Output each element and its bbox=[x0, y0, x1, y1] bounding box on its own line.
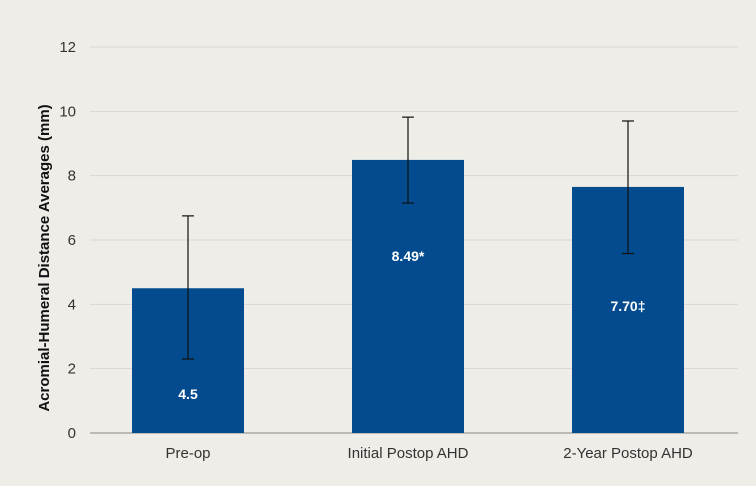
error-bar bbox=[622, 120, 634, 255]
error-bars bbox=[182, 116, 634, 360]
x-category-label: Pre-op bbox=[165, 445, 210, 462]
x-category-label: 2-Year Postop AHD bbox=[563, 445, 693, 462]
y-tick-label: 8 bbox=[68, 168, 76, 185]
y-tick-label: 2 bbox=[68, 361, 76, 378]
x-category-label: Initial Postop AHD bbox=[348, 445, 469, 462]
error-bar bbox=[182, 215, 194, 360]
bars bbox=[132, 159, 684, 433]
y-axis-label: Acromial-Humeral Distance Averages (mm) bbox=[36, 104, 53, 411]
y-tick-label: 0 bbox=[68, 425, 76, 442]
data-label: 7.70‡ bbox=[610, 298, 645, 314]
y-tick-label: 4 bbox=[68, 296, 76, 313]
data-label: 4.5 bbox=[178, 386, 198, 402]
error-bar bbox=[402, 116, 414, 204]
y-tick-label: 10 bbox=[59, 103, 76, 120]
y-axis-ticks: 0 2 4 6 8 10 12 bbox=[59, 39, 76, 442]
bar bbox=[352, 159, 464, 433]
y-tick-label: 12 bbox=[59, 39, 76, 56]
data-labels: 4.5 8.49* 7.70‡ bbox=[178, 248, 645, 402]
y-tick-label: 6 bbox=[68, 232, 76, 249]
data-label: 8.49* bbox=[392, 248, 425, 264]
x-axis-categories: Pre-op Initial Postop AHD 2-Year Postop AH… bbox=[165, 445, 692, 462]
